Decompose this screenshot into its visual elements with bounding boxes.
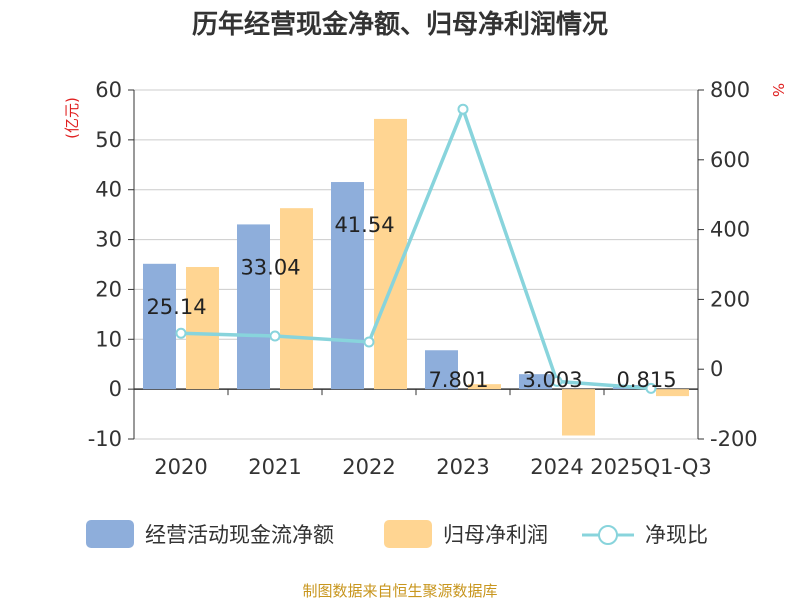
- x-tick-label: 2023: [436, 455, 489, 479]
- right-tick-label: 200: [710, 287, 750, 311]
- cashflow-data-label: 41.54: [334, 213, 394, 237]
- legend-swatch-cashflow: [86, 520, 134, 548]
- ratio-line: [175, 103, 657, 394]
- right-tick-label: 800: [710, 78, 750, 102]
- legend-swatch-netprofit: [384, 520, 432, 548]
- x-tick-label: 2021: [248, 455, 301, 479]
- legend-label-ratio: 净现比: [645, 523, 708, 547]
- data-labels: 25.14 33.04 41.54 7.801 3.003 0.815: [146, 213, 676, 392]
- left-tick-label: 0: [109, 377, 122, 401]
- ratio-point: [551, 375, 563, 387]
- bar-cashflow: [331, 182, 364, 390]
- ratio-point: [457, 103, 469, 115]
- ratio-point: [175, 327, 187, 339]
- left-tick-label: 60: [95, 78, 122, 102]
- left-tick-label: 10: [95, 327, 122, 351]
- right-tick-label: 600: [710, 148, 750, 172]
- bar-cashflow: [519, 374, 552, 390]
- left-tick-label: 20: [95, 277, 122, 301]
- ratio-point: [645, 382, 657, 394]
- right-axis-unit: %: [769, 83, 787, 97]
- chart-title: 历年经营现金净额、归母净利润情况: [192, 9, 608, 40]
- legend-item-netprofit[interactable]: 归母净利润: [384, 520, 548, 548]
- cashflow-data-label: 25.14: [146, 295, 206, 319]
- cashflow-data-label: 33.04: [240, 255, 300, 279]
- right-axis: -200 0 200 400 600 800: [697, 78, 758, 451]
- legend-label-netprofit: 归母净利润: [443, 523, 548, 547]
- cashflow-data-label: 0.815: [616, 368, 676, 392]
- x-tick-label: 2020: [154, 455, 207, 479]
- left-tick-label: 50: [95, 128, 122, 152]
- x-tick-label: 2025Q1-Q3: [590, 455, 712, 479]
- bar-netprofit: [562, 389, 595, 436]
- bars: [143, 118, 689, 436]
- bar-netprofit: [656, 389, 689, 397]
- x-tick-label: 2024: [530, 455, 583, 479]
- ratio-point: [269, 330, 281, 342]
- right-tick-label: -200: [710, 427, 758, 451]
- bar-netprofit: [468, 384, 501, 390]
- left-tick-label: -10: [88, 427, 122, 451]
- left-axis-unit: (亿元): [63, 97, 81, 139]
- left-tick-label: 40: [95, 178, 122, 202]
- left-tick-label: 30: [95, 228, 122, 252]
- legend: 经营活动现金流净额 归母净利润 净现比: [86, 520, 708, 548]
- bar-netprofit: [280, 208, 313, 390]
- right-tick-label: 0: [710, 357, 723, 381]
- cashflow-data-label: 7.801: [428, 368, 488, 392]
- bar-cashflow: [143, 263, 176, 390]
- left-axis: -10 0 10 20 30 40 50 60: [88, 78, 135, 451]
- right-tick-label: 400: [710, 218, 750, 242]
- legend-label-cashflow: 经营活动现金流净额: [145, 523, 334, 547]
- legend-item-ratio[interactable]: 净现比: [582, 523, 708, 547]
- ratio-polyline: [180, 104, 652, 391]
- bar-netprofit: [374, 118, 407, 390]
- bar-cashflow: [237, 224, 270, 390]
- cashflow-data-label: 3.003: [522, 368, 582, 392]
- x-axis: 2020 2021 2022 2023 2024 2025Q1-Q3: [133, 389, 712, 479]
- ratio-point: [363, 336, 375, 348]
- legend-item-cashflow[interactable]: 经营活动现金流净额: [86, 520, 334, 548]
- source-note: 制图数据来自恒生聚源数据库: [302, 582, 497, 600]
- legend-marker-ratio: [598, 525, 618, 545]
- bar-netprofit: [186, 266, 219, 390]
- x-tick-label: 2022: [342, 455, 395, 479]
- bar-cashflow: [425, 350, 458, 390]
